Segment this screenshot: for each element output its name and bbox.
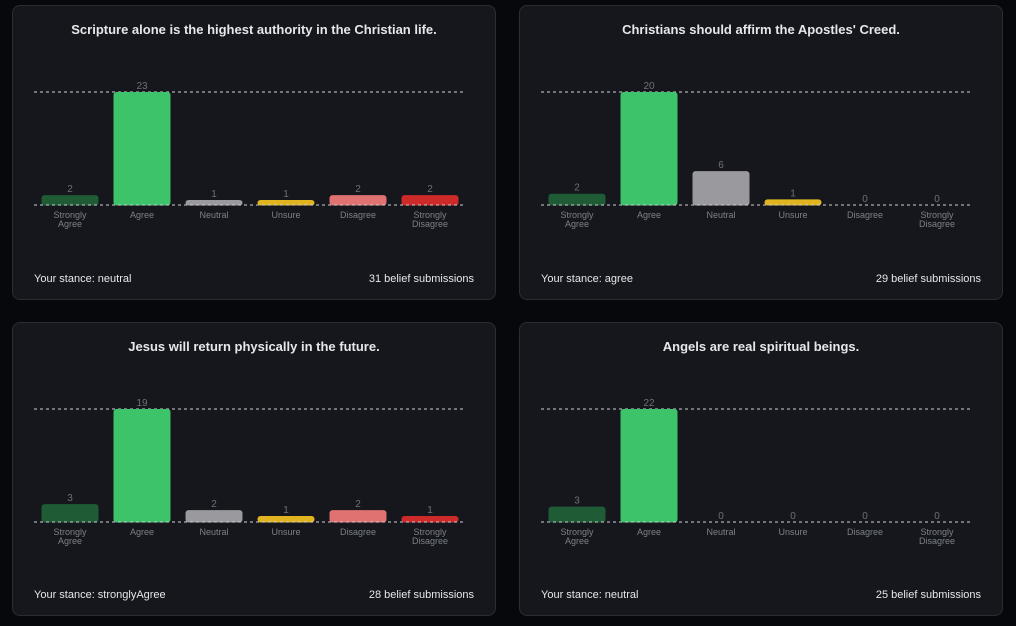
bar-neutral — [185, 200, 243, 206]
tick-label-neutral: Neutral — [706, 210, 735, 220]
bar-chart: 2 Strongly Agree 23 Agree 1 Neutral 1 Unsure 2 Dis… — [34, 81, 464, 229]
value-label-neutral: 6 — [718, 160, 724, 171]
tick-label-strongly-disagree: Strongly Disagree — [919, 527, 955, 546]
value-label-disagree: 0 — [862, 194, 868, 205]
value-label-agree: 19 — [136, 398, 148, 409]
tick-label-unsure: Unsure — [271, 210, 300, 220]
value-label-unsure: 1 — [283, 189, 289, 200]
value-label-strongly-agree: 2 — [574, 183, 580, 194]
tick-label-unsure: Unsure — [778, 210, 807, 220]
value-label-disagree: 2 — [355, 499, 361, 510]
value-label-strongly-agree: 3 — [574, 496, 580, 507]
submission-count: 28 belief submissions — [368, 589, 474, 601]
card-title: Christians should affirm the Apostles' C… — [622, 22, 900, 37]
bar-unsure — [764, 199, 822, 206]
value-label-disagree: 0 — [862, 511, 868, 522]
tick-label-neutral: Neutral — [199, 527, 228, 537]
tick-label-strongly-disagree: Strongly Disagree — [412, 210, 448, 229]
value-label-unsure: 1 — [790, 188, 796, 199]
tick-label-agree: Agree — [637, 210, 661, 220]
belief-card: Angels are real spiritual beings. 3 Stron… — [519, 322, 1003, 616]
bar-chart: 3 Strongly Agree 22 Agree 0 Neutral 0 Unsure 0 Dis… — [541, 398, 971, 546]
bar-chart: 3 Strongly Agree 19 Agree 2 Neutral 1 Unsure 2 Dis… — [34, 398, 464, 546]
bar-strongly-agree — [548, 193, 606, 206]
bar-unsure — [257, 516, 315, 523]
tick-label-strongly-agree: Strongly Agree — [560, 527, 594, 546]
your-stance: Your stance: neutral — [541, 589, 639, 601]
bar-agree — [113, 409, 171, 523]
tick-label-agree: Agree — [130, 210, 154, 220]
tick-label-strongly-disagree: Strongly Disagree — [919, 210, 955, 229]
bar-chart: 2 Strongly Agree 20 Agree 6 Neutral 1 Unsure 0 Dis… — [541, 81, 971, 229]
bar-strongly-agree — [548, 506, 606, 523]
value-label-neutral: 2 — [211, 499, 217, 510]
value-label-neutral: 1 — [211, 189, 217, 200]
tick-label-strongly-agree: Strongly Agree — [53, 210, 87, 229]
value-label-strongly-disagree: 1 — [427, 505, 433, 516]
value-label-strongly-agree: 2 — [67, 184, 73, 195]
card-footer: Your stance: agree 29 belief submissions — [541, 273, 981, 285]
tick-label-strongly-agree: Strongly Agree — [53, 527, 87, 546]
tick-label-disagree: Disagree — [847, 210, 883, 220]
bar-strongly-agree — [41, 195, 99, 206]
value-label-disagree: 2 — [355, 184, 361, 195]
tick-label-agree: Agree — [637, 527, 661, 537]
bar-unsure — [257, 200, 315, 206]
bar-neutral — [185, 510, 243, 523]
tick-label-strongly-disagree: Strongly Disagree — [412, 527, 448, 546]
bar-agree — [620, 92, 678, 206]
submission-count: 25 belief submissions — [875, 589, 981, 601]
card-title: Jesus will return physically in the futu… — [128, 339, 380, 354]
value-label-strongly-disagree: 0 — [934, 511, 940, 522]
submission-count: 31 belief submissions — [368, 273, 474, 285]
bar-disagree — [329, 510, 387, 523]
bar-agree — [113, 92, 171, 206]
card-footer: Your stance: neutral 25 belief submissio… — [541, 589, 981, 601]
card-title: Scripture alone is the highest authority… — [71, 22, 437, 37]
tick-label-disagree: Disagree — [340, 527, 376, 537]
submission-count: 29 belief submissions — [875, 273, 981, 285]
value-label-agree: 22 — [643, 398, 655, 409]
tick-label-strongly-agree: Strongly Agree — [560, 210, 594, 229]
belief-card: Jesus will return physically in the futu… — [12, 322, 496, 616]
tick-label-neutral: Neutral — [706, 527, 735, 537]
value-label-agree: 20 — [643, 81, 655, 92]
tick-label-disagree: Disagree — [340, 210, 376, 220]
value-label-strongly-agree: 3 — [67, 493, 73, 504]
tick-label-unsure: Unsure — [778, 527, 807, 537]
card-footer: Your stance: stronglyAgree 28 belief sub… — [34, 589, 474, 601]
bar-disagree — [329, 195, 387, 206]
belief-card: Scripture alone is the highest authority… — [12, 5, 496, 300]
value-label-agree: 23 — [136, 81, 148, 92]
belief-card: Christians should affirm the Apostles' C… — [519, 5, 1003, 300]
bar-neutral — [692, 171, 750, 206]
your-stance: Your stance: stronglyAgree — [34, 589, 166, 601]
tick-label-neutral: Neutral — [199, 210, 228, 220]
value-label-neutral: 0 — [718, 511, 724, 522]
tick-label-agree: Agree — [130, 527, 154, 537]
value-label-unsure: 1 — [283, 505, 289, 516]
tick-label-disagree: Disagree — [847, 527, 883, 537]
bar-strongly-agree — [41, 504, 99, 523]
value-label-unsure: 0 — [790, 511, 796, 522]
value-label-strongly-disagree: 2 — [427, 184, 433, 195]
bar-strongly-disagree — [401, 195, 459, 206]
your-stance: Your stance: neutral — [34, 273, 132, 285]
value-label-strongly-disagree: 0 — [934, 194, 940, 205]
your-stance: Your stance: agree — [541, 273, 633, 285]
tick-label-unsure: Unsure — [271, 527, 300, 537]
bar-agree — [620, 409, 678, 523]
card-footer: Your stance: neutral 31 belief submissio… — [34, 273, 474, 285]
bar-strongly-disagree — [401, 516, 459, 523]
card-title: Angels are real spiritual beings. — [662, 339, 860, 354]
